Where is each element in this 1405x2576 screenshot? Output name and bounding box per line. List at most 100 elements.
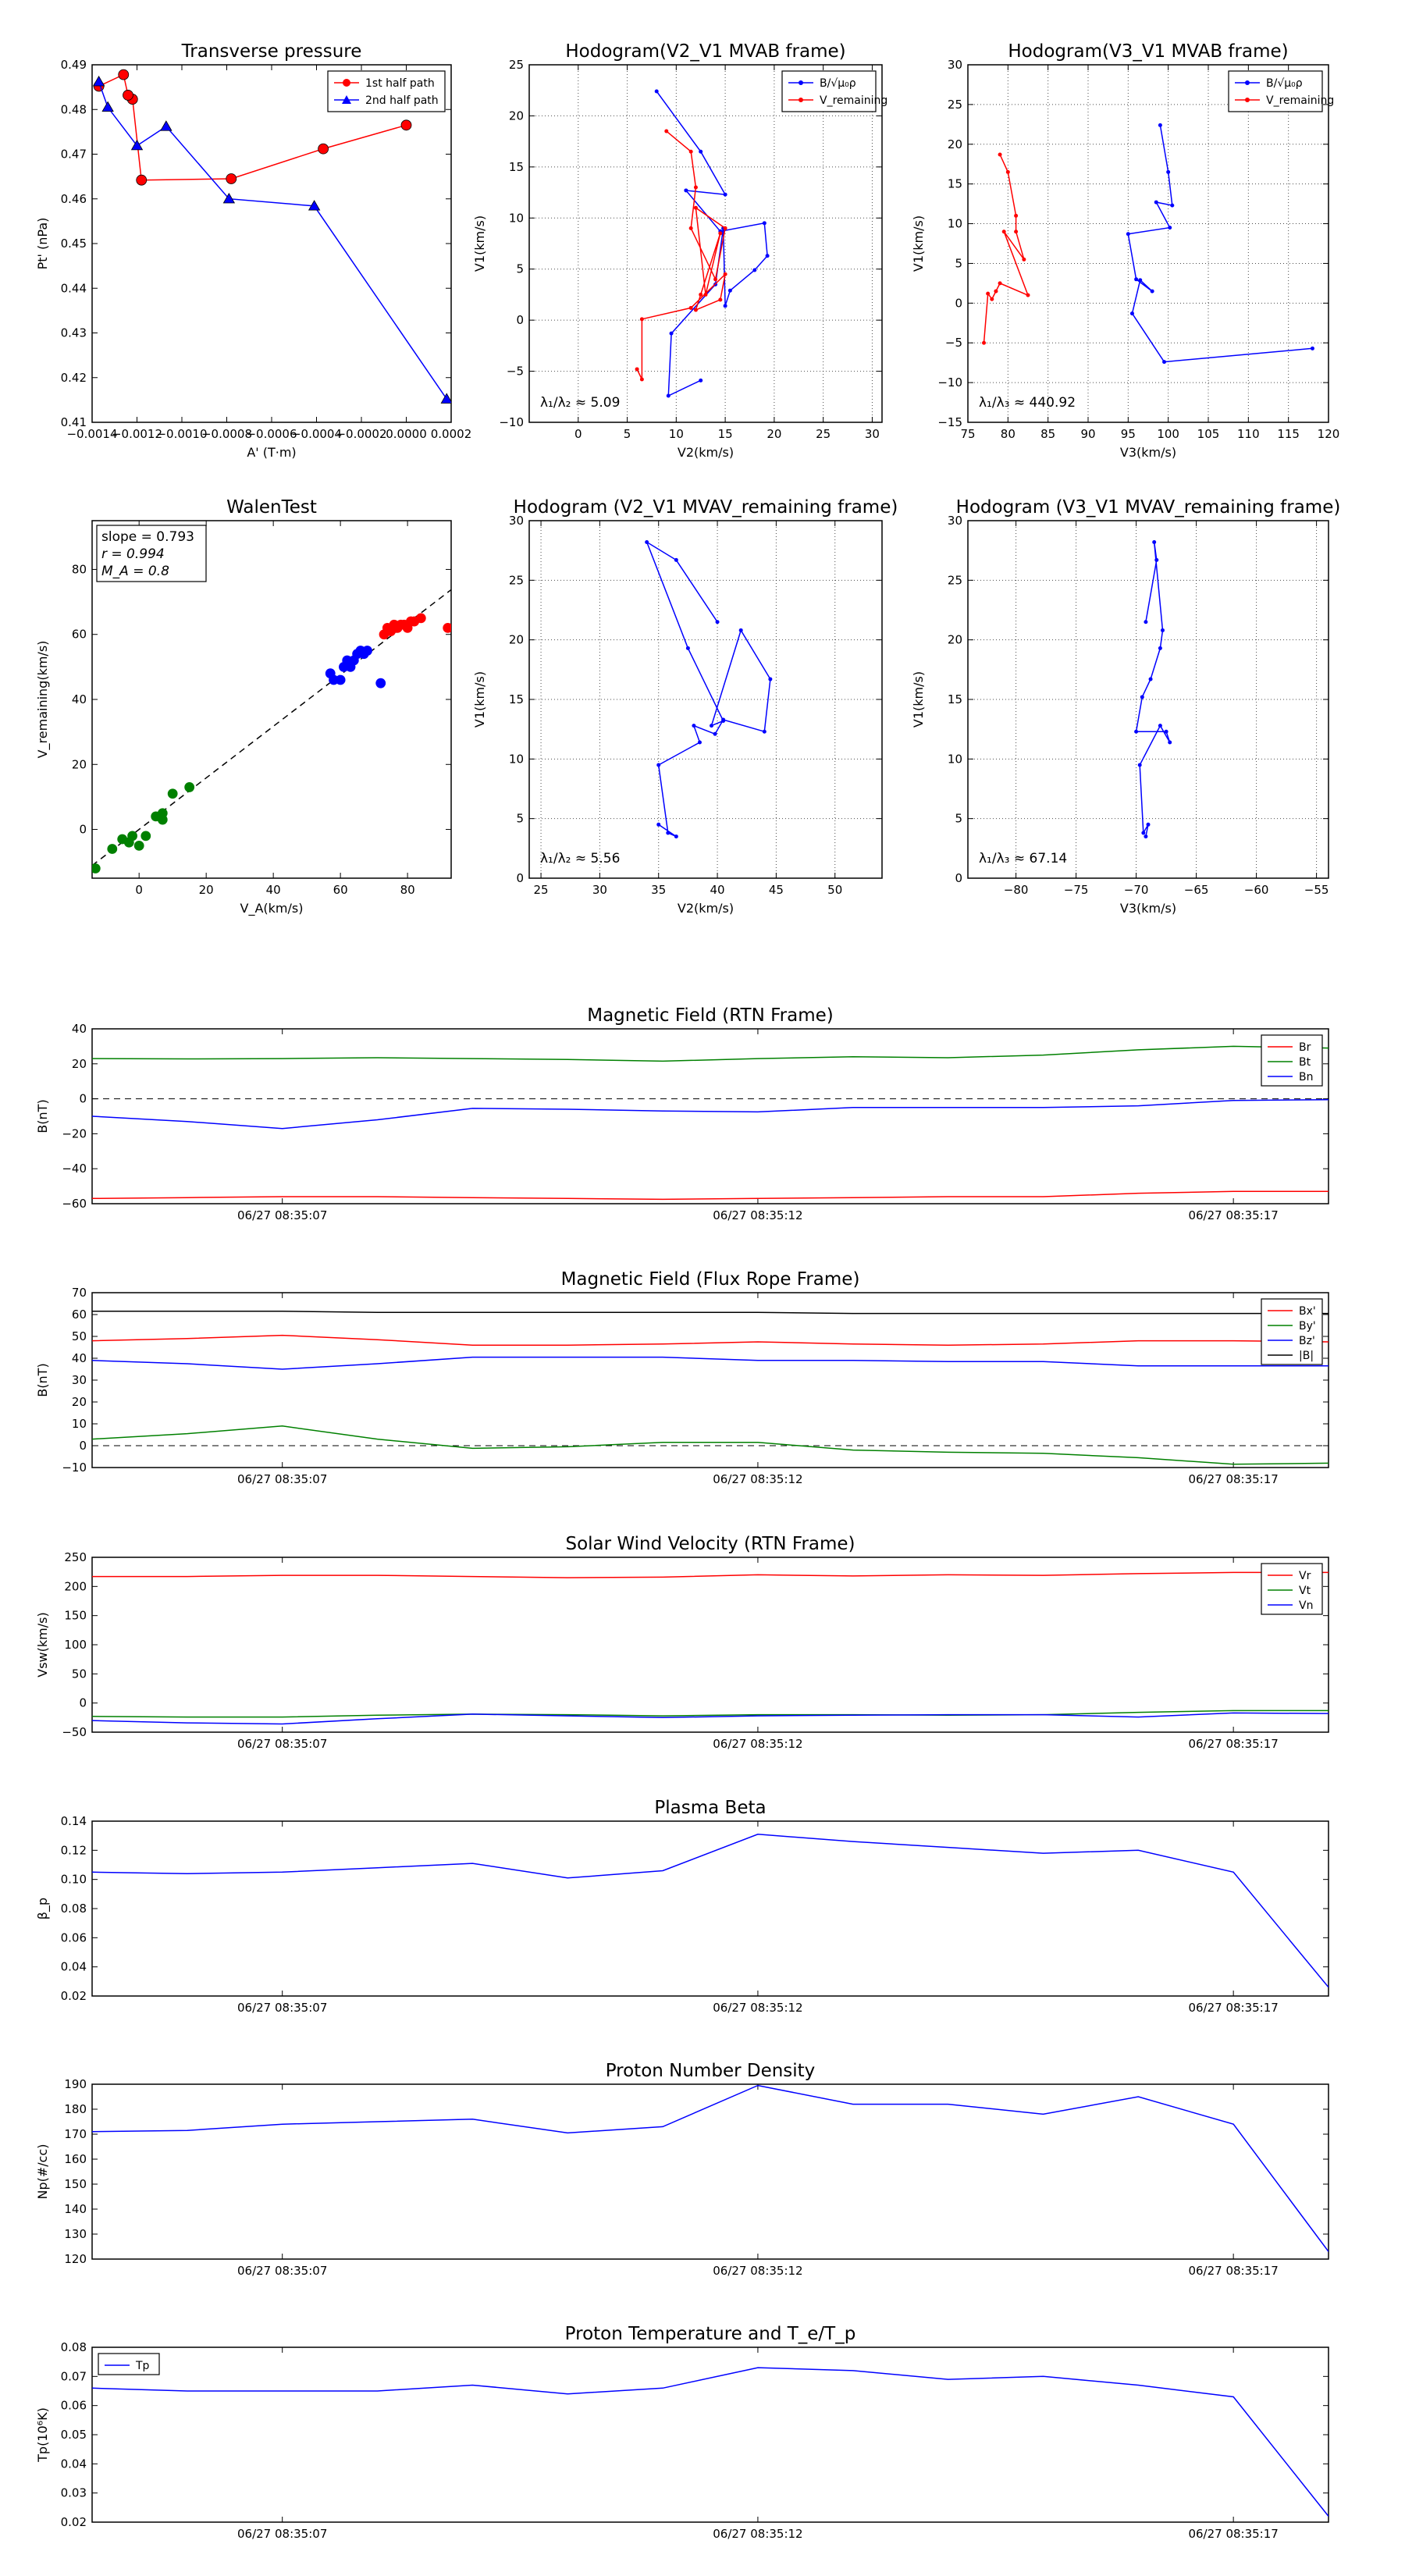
y-tick-label: 30 bbox=[948, 514, 962, 528]
data-point-marker bbox=[713, 731, 717, 736]
y-tick-label: 15 bbox=[509, 160, 524, 174]
data-point-marker bbox=[1134, 729, 1139, 734]
chart-bFR: 06/27 08:35:07 06/27 08:35:12 06/27 08:35:… bbox=[35, 1269, 1329, 1486]
data-point-marker bbox=[1170, 203, 1175, 208]
y-tick-label: 140 bbox=[64, 2202, 87, 2216]
y-tick-label: 10 bbox=[509, 211, 524, 225]
y-tick-label: 150 bbox=[64, 1609, 87, 1623]
y-tick-label: 0.12 bbox=[61, 1843, 87, 1857]
data-point-marker bbox=[1154, 557, 1159, 562]
x-tick-label: 06/27 08:35:07 bbox=[237, 1472, 327, 1486]
y-tick-label: 10 bbox=[948, 217, 962, 231]
y-tick-label: 50 bbox=[72, 1329, 87, 1343]
stats-line: r = 0.994 bbox=[101, 546, 165, 562]
y-tick-label: 70 bbox=[72, 1286, 87, 1300]
x-tick-label: 0 bbox=[135, 883, 143, 897]
chart-h2: 75 80 85 90 95 100 105 110 115 120 −15 −10 −5 0 5 10 15 2… bbox=[911, 41, 1339, 460]
legend-label: Vt bbox=[1299, 1585, 1311, 1597]
data-point-marker bbox=[1158, 123, 1162, 127]
chart-title: Hodogram(V3_V1 MVAB frame) bbox=[1008, 41, 1288, 62]
legend-swatch-marker bbox=[799, 98, 803, 102]
x-axis-label: V3(km/s) bbox=[1120, 445, 1176, 460]
y-tick-label: 10 bbox=[948, 752, 962, 766]
legend-label: Bx' bbox=[1299, 1305, 1316, 1318]
x-tick-label: 06/27 08:35:17 bbox=[1188, 1737, 1278, 1751]
x-tick-label: 06/27 08:35:12 bbox=[713, 1208, 802, 1222]
x-tick-label: −55 bbox=[1304, 883, 1329, 897]
data-point-marker bbox=[133, 840, 144, 851]
legend-label: Bz' bbox=[1299, 1335, 1315, 1347]
y-tick-label: 190 bbox=[64, 2077, 87, 2091]
y-tick-label: 0 bbox=[79, 1092, 87, 1106]
data-point-marker bbox=[688, 305, 693, 310]
chart-title: Hodogram (V3_V1 MVAV_remaining frame) bbox=[956, 497, 1341, 518]
data-point-marker bbox=[157, 808, 168, 819]
y-tick-label: 0.06 bbox=[61, 1930, 87, 1944]
y-tick-label: 40 bbox=[72, 692, 87, 706]
chart-title: Proton Temperature and T_e/T_p bbox=[565, 2324, 856, 2344]
y-tick-label: 130 bbox=[64, 2227, 87, 2241]
x-axis-label: V2(km/s) bbox=[678, 445, 734, 460]
plot-area bbox=[92, 69, 451, 404]
x-tick-label: 85 bbox=[1040, 427, 1055, 441]
x-tick-label: −0.0010 bbox=[156, 427, 207, 441]
plot-area bbox=[92, 589, 451, 873]
data-point-marker bbox=[1168, 740, 1172, 745]
data-point-marker bbox=[1166, 169, 1171, 174]
y-tick-label: 10 bbox=[509, 752, 524, 766]
data-point-marker bbox=[1164, 729, 1168, 734]
legend-box bbox=[1228, 70, 1323, 112]
y-tick-label: 20 bbox=[72, 1395, 87, 1409]
data-point-marker bbox=[666, 831, 670, 835]
stats-box bbox=[96, 525, 207, 582]
y-axis-label: B(nT) bbox=[35, 1099, 50, 1133]
y-tick-label: 0.02 bbox=[61, 2515, 87, 2529]
x-tick-label: 06/27 08:35:12 bbox=[713, 1472, 802, 1486]
data-point-marker bbox=[656, 822, 661, 827]
data-point-marker bbox=[362, 646, 372, 656]
x-tick-label: 60 bbox=[333, 883, 348, 897]
legend-swatch-marker bbox=[1245, 80, 1250, 85]
data-point-marker bbox=[718, 297, 723, 302]
y-tick-label: 180 bbox=[64, 2102, 87, 2116]
data-point-marker bbox=[136, 174, 148, 186]
y-tick-label: −10 bbox=[499, 415, 524, 429]
eigenvalue-ratio-annotation: λ₁/λ₃ ≈ 440.92 bbox=[979, 395, 1076, 411]
data-point-marker bbox=[688, 149, 693, 154]
data-point-marker bbox=[697, 740, 702, 745]
data-point-marker bbox=[1014, 229, 1019, 234]
y-tick-label: 0.04 bbox=[61, 1960, 87, 1974]
chart-h1: 0 5 10 15 20 25 30 −10 −5 0 5 10 15 20 25 Hodogram(V2_V… bbox=[472, 41, 887, 460]
chart-vsw: 06/27 08:35:07 06/27 08:35:12 06/27 08:35:… bbox=[35, 1534, 1329, 1751]
chart-title: Plasma Beta bbox=[654, 1798, 766, 1818]
data-point-marker bbox=[92, 863, 101, 873]
y-tick-label: −50 bbox=[62, 1725, 87, 1739]
x-tick-label: 95 bbox=[1121, 427, 1136, 441]
y-tick-label: 30 bbox=[72, 1373, 87, 1387]
plot-area bbox=[92, 2367, 1329, 2517]
plot-area bbox=[635, 89, 770, 398]
data-point-marker bbox=[1144, 834, 1148, 839]
data-point-marker bbox=[986, 291, 991, 296]
x-tick-label: 30 bbox=[865, 427, 880, 441]
x-tick-label: 06/27 08:35:07 bbox=[237, 1737, 327, 1751]
x-tick-label: −60 bbox=[1244, 883, 1269, 897]
data-point-marker bbox=[226, 173, 237, 184]
legend-label: B/√μ₀ρ bbox=[1266, 77, 1303, 90]
y-axis-label: Np(#/cc) bbox=[35, 2144, 50, 2200]
series-line--b- bbox=[92, 1311, 1329, 1315]
data-point-marker bbox=[738, 628, 743, 632]
y-tick-label: 25 bbox=[948, 98, 962, 112]
y-tick-label: 0 bbox=[79, 823, 87, 837]
x-tick-label: 0.0000 bbox=[386, 427, 427, 441]
x-tick-label: 20 bbox=[199, 883, 214, 897]
data-point-marker bbox=[1022, 257, 1026, 262]
data-point-marker bbox=[400, 119, 412, 131]
y-tick-label: 100 bbox=[64, 1638, 87, 1652]
legend-label: Vn bbox=[1299, 1599, 1313, 1612]
y-axis-label: Vsw(km/s) bbox=[35, 1612, 50, 1677]
legend-label: V_remaining bbox=[1266, 94, 1334, 107]
data-point-marker bbox=[1152, 539, 1157, 544]
legend-swatch-marker bbox=[342, 95, 351, 104]
